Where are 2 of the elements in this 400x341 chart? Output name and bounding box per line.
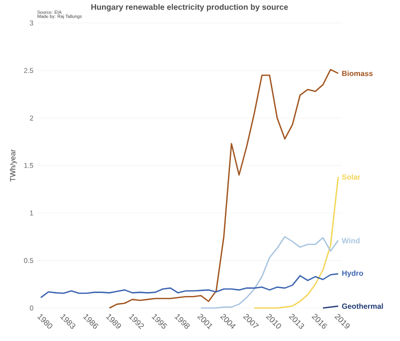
chart-title: Hungary renewable electricity production by source [91, 4, 288, 12]
line-series [40, 273, 339, 298]
